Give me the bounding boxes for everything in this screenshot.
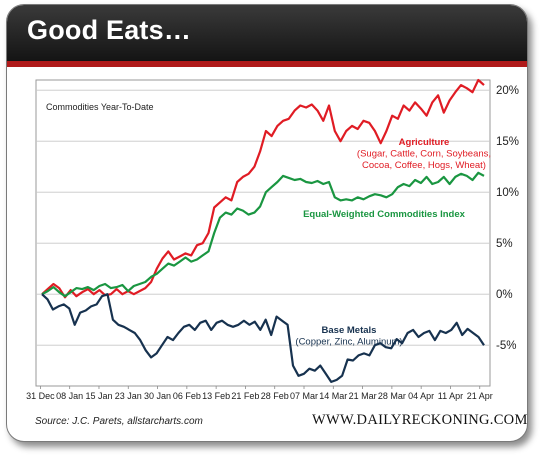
base-metals-line [41, 293, 485, 383]
x-tick-label: 21 Apr [467, 391, 493, 401]
brand-url[interactable]: WWW.DAILYRECKONING.COM [312, 412, 528, 428]
x-tick-label: 28 Mar [378, 391, 406, 401]
agriculture-label: Cocoa, Coffee, Hogs, Wheat) [362, 160, 486, 171]
y-tick-label: -5% [496, 340, 516, 352]
x-tick-label: 15 Jan [85, 391, 112, 401]
x-tick-label: 13 Feb [202, 391, 230, 401]
x-tick-label: 07 Mar [290, 391, 318, 401]
equal-weighted-label: Equal-Weighted Commodities Index [303, 209, 466, 220]
y-tick-label: 20% [496, 85, 519, 97]
x-tick-label: 21 Mar [349, 391, 377, 401]
base-metals-label: Base Metals [322, 325, 377, 336]
plot-area [35, 79, 491, 387]
agriculture-label: (Sugar, Cattle, Corn, Soybeans, [357, 149, 491, 160]
agriculture-label: Agriculture [399, 137, 450, 148]
y-tick-label: 5% [496, 238, 513, 250]
x-tick-label: 31 Dec [26, 391, 55, 401]
y-tick-label: 15% [496, 136, 519, 148]
chart-title: Commodities Year-To-Date [46, 102, 154, 112]
x-tick-label: 08 Jan [56, 391, 83, 401]
y-tick-label: 0% [496, 289, 513, 301]
source-note: Source: J.C. Parets, allstarcharts.com [35, 416, 203, 427]
x-tick-label: 14 Mar [319, 391, 347, 401]
equal-weighted-line [41, 171, 485, 298]
y-tick-label: 10% [496, 187, 519, 199]
x-tick-label: 23 Jan [115, 391, 142, 401]
x-tick-label: 30 Jan [144, 391, 171, 401]
header-title: Good Eats… [27, 15, 192, 45]
agriculture-line [41, 78, 485, 299]
x-tick-label: 11 Apr [438, 391, 463, 401]
x-tick-label: 06 Feb [173, 391, 201, 401]
header-banner: Good Eats… [7, 5, 527, 67]
x-tick-label: 21 Feb [231, 391, 259, 401]
x-tick-label: 28 Feb [261, 391, 289, 401]
x-tick-label: 04 Apr [408, 391, 434, 401]
base-metals-label: (Copper, Zinc, Aluminum) [295, 337, 402, 348]
